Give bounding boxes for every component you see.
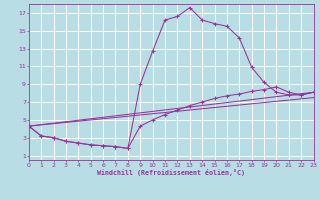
X-axis label: Windchill (Refroidissement éolien,°C): Windchill (Refroidissement éolien,°C) [97,169,245,176]
